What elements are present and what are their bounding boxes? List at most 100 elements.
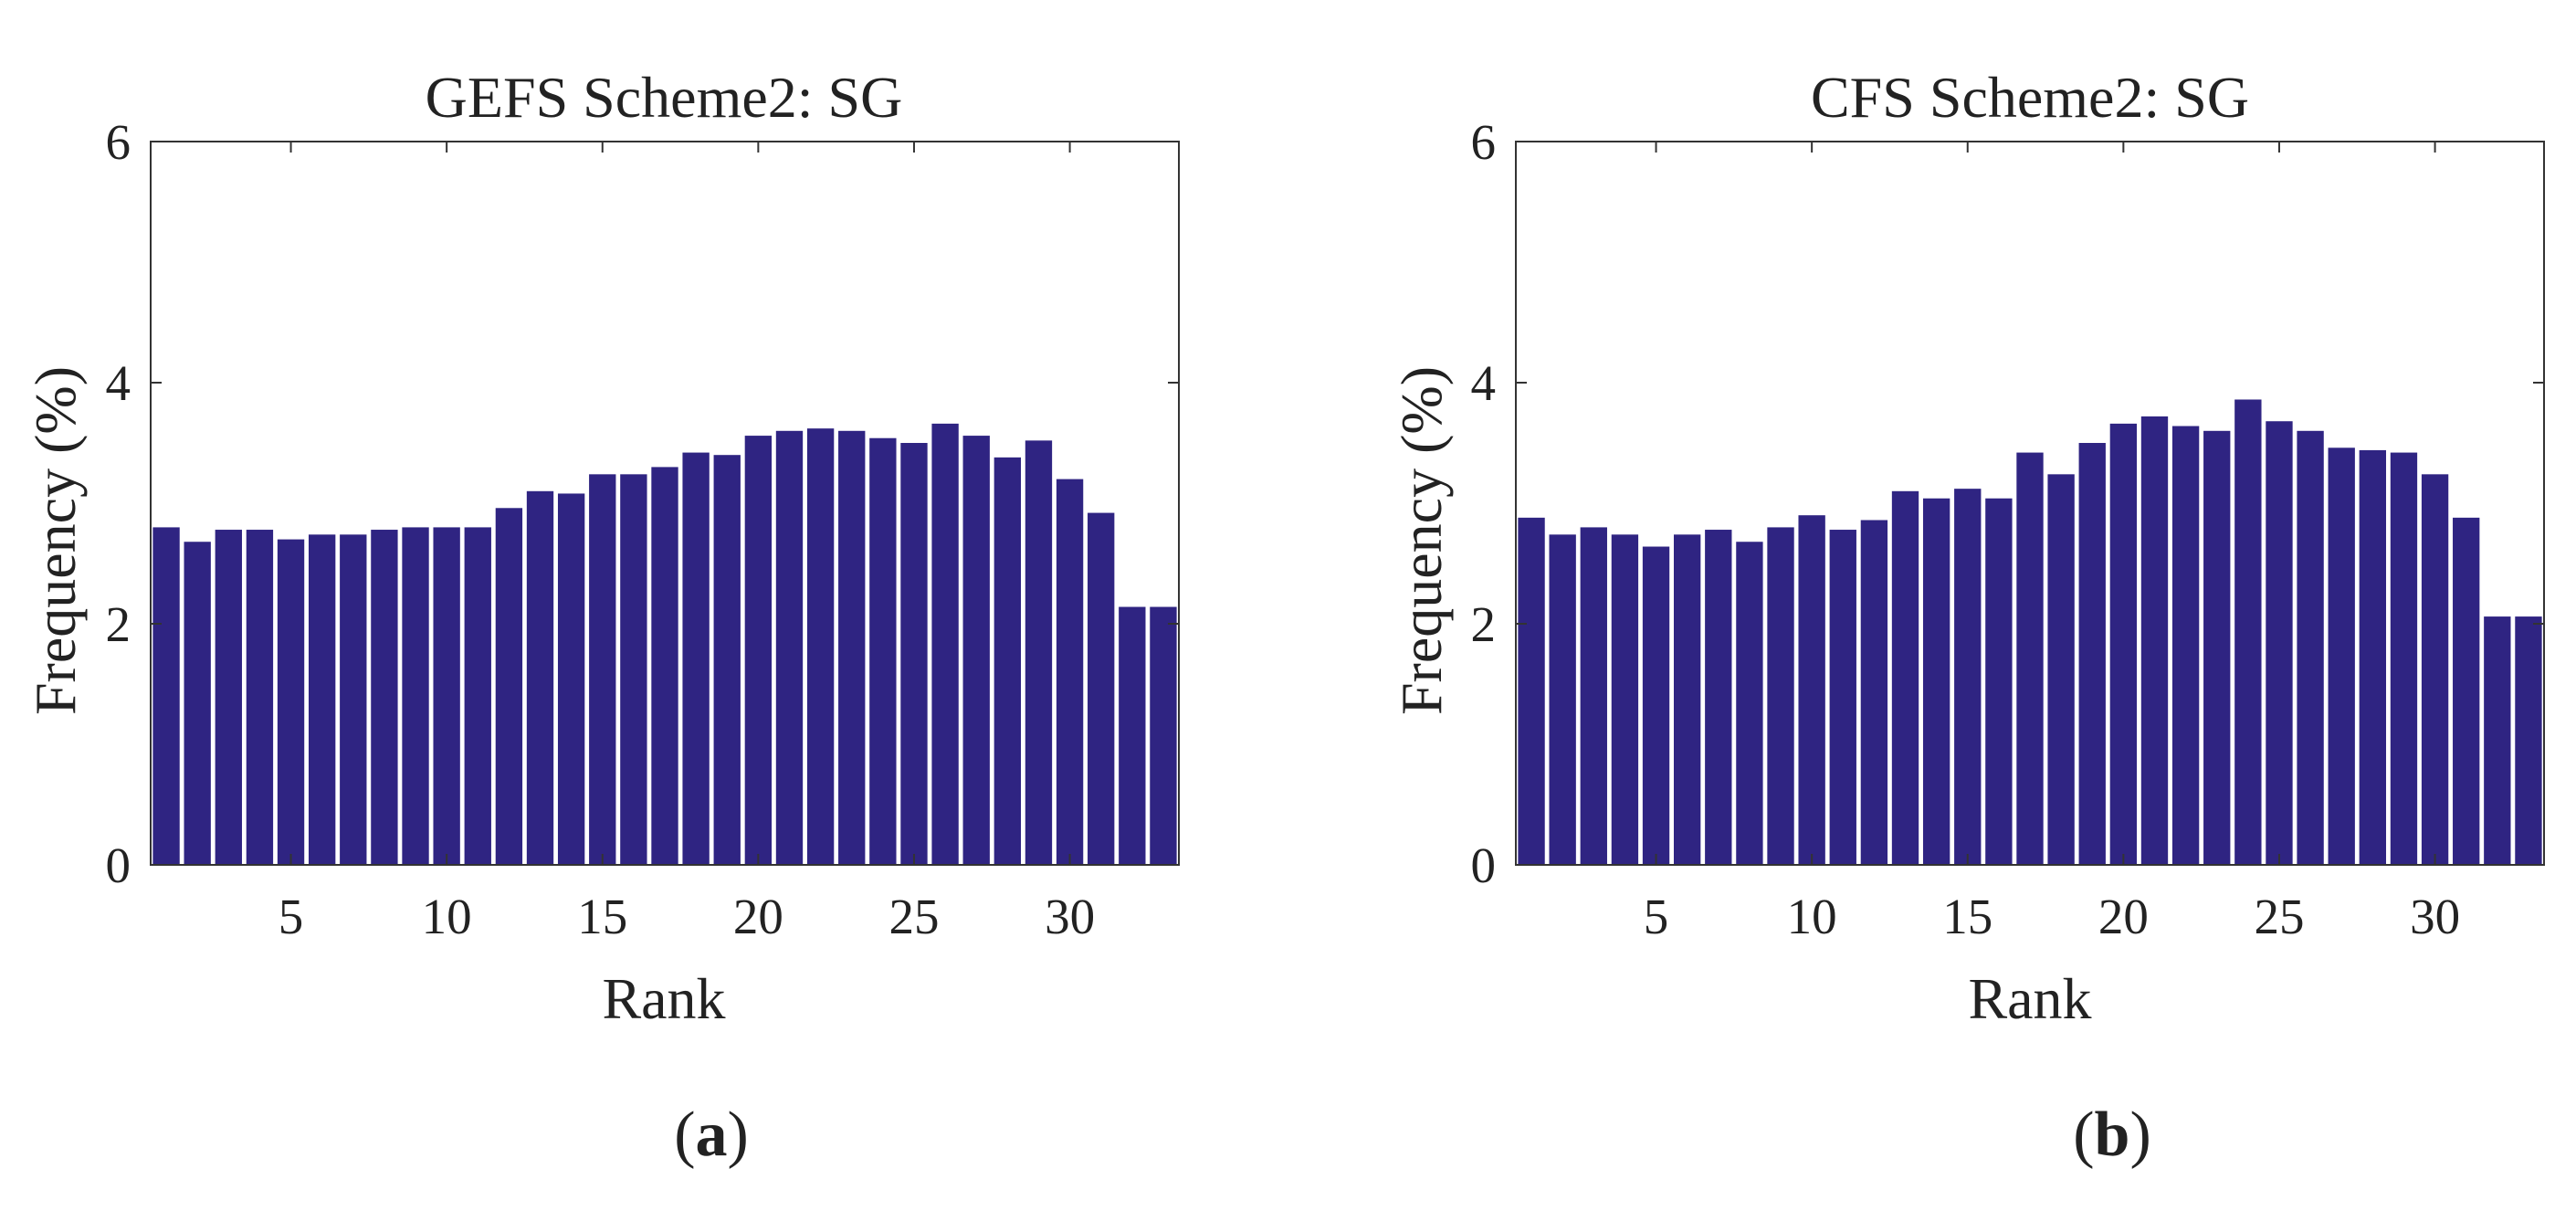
chart-a-xtick-label-25: 25 [888, 889, 939, 944]
chart-a-axes-box [150, 141, 1180, 866]
chart-a-bars [152, 423, 1177, 865]
chart-a-bar-28 [994, 457, 1022, 865]
chart-b-bar-3 [1580, 527, 1607, 865]
chart-a-bar-1 [152, 527, 180, 865]
chart-b-bar-11 [1829, 530, 1856, 865]
chart-a-bar-32 [1119, 606, 1146, 865]
chart-a-ytick-label-4: 4 [106, 355, 131, 411]
chart-b-panel-letter: b [2095, 1100, 2130, 1170]
chart-a-bar-2 [184, 542, 211, 865]
chart-a-bar-16 [620, 474, 647, 865]
chart-a-bar-3 [215, 530, 242, 865]
chart-a-bar-25 [900, 443, 928, 865]
chart-b-xlabel: Rank [1968, 966, 2091, 1031]
chart-b-bar-24 [2234, 399, 2262, 865]
chart-b-bar-25 [2266, 421, 2293, 865]
chart-b-bar-12 [1860, 520, 1888, 865]
chart-b-bar-17 [2016, 452, 2044, 865]
chart-b-bar-33 [2515, 616, 2542, 865]
chart-a-bar-7 [340, 534, 367, 865]
chart-a-bar-8 [371, 530, 398, 865]
chart-b-bar-5 [1642, 546, 1670, 865]
chart-b-panel-open: ( [2073, 1100, 2094, 1170]
chart-a-bar-33 [1150, 606, 1177, 865]
chart-b-xtick-label-15: 15 [1942, 889, 1992, 944]
chart-a-ytick-label-2: 2 [106, 596, 131, 652]
chart-a-xtick-label-30: 30 [1045, 889, 1095, 944]
chart-a-bar-22 [806, 428, 835, 865]
chart-b-ylabel: Frequency (%) [1389, 366, 1454, 715]
chart-b-xtick-label-30: 30 [2410, 889, 2460, 944]
chart-b-bar-7 [1705, 530, 1732, 865]
chart-a-panel-label: (a) [674, 1100, 749, 1170]
chart-a-xtick-label-5: 5 [279, 889, 304, 944]
chart-b-xtick-label-5: 5 [1644, 889, 1669, 944]
chart-b-title: CFS Scheme2: SG [1811, 65, 2249, 130]
chart-a-bar-9 [402, 527, 429, 865]
chart-b-bar-26 [2297, 430, 2324, 865]
chart-b-bar-6 [1673, 534, 1701, 865]
chart-b-ytick-label-6: 6 [1471, 114, 1497, 170]
chart-b-bar-20 [2109, 423, 2138, 865]
chart-b-bars [1518, 399, 2542, 865]
chart-a-xtick-label-15: 15 [577, 889, 627, 944]
chart-a-bar-12 [495, 508, 523, 865]
chart-b-ytick-label-0: 0 [1471, 837, 1497, 893]
chart-a-bar-13 [526, 490, 554, 865]
chart-b-bar-14 [1922, 498, 1950, 865]
chart-a-bar-29 [1025, 440, 1053, 865]
chart-a-ytick-label-6: 6 [106, 114, 131, 170]
chart-a-xtick-label-10: 10 [422, 889, 472, 944]
chart-a-bar-27 [962, 436, 990, 865]
chart-b-ticks: 5 10 15 20 25 30 0 2 4 6 [1471, 114, 2544, 944]
chart-b-xtick-label-20: 20 [2098, 889, 2149, 944]
chart-a-panel-close: ) [728, 1100, 749, 1170]
chart-b-ytick-label-2: 2 [1471, 596, 1497, 652]
chart-a-bar-19 [713, 455, 741, 865]
chart-b-bar-22 [2171, 426, 2200, 865]
chart-a-bar-31 [1088, 512, 1115, 865]
chart-b-bar-28 [2359, 449, 2387, 865]
chart-b-bar-18 [2047, 474, 2075, 865]
chart-panel-b: 5 10 15 20 25 30 0 2 4 6 CFS Scheme2: SG Rank Fre… [1389, 65, 2545, 1170]
chart-b-bar-29 [2390, 452, 2418, 865]
chart-b-bar-30 [2421, 474, 2449, 865]
chart-a-bar-17 [651, 467, 678, 865]
chart-b-ytick-label-4: 4 [1471, 355, 1497, 411]
chart-a-ylabel: Frequency (%) [23, 366, 88, 715]
chart-a-bar-21 [775, 430, 804, 865]
chart-b-bar-15 [1954, 489, 1982, 865]
chart-a-bar-23 [838, 430, 866, 865]
chart-a-bar-11 [464, 527, 491, 865]
chart-panel-a: 5 10 15 20 25 30 0 2 4 6 GEFS Scheme2: SG Rank Fr… [23, 65, 1180, 1170]
chart-b-bar-21 [2140, 416, 2169, 865]
chart-a-panel-letter: a [696, 1100, 728, 1170]
chart-b-axes-box [1515, 141, 2545, 866]
chart-a-xtick-label-20: 20 [733, 889, 783, 944]
chart-b-bar-4 [1611, 534, 1639, 865]
chart-a-xlabel: Rank [602, 966, 725, 1031]
chart-b-bar-2 [1549, 534, 1576, 865]
chart-a-bar-6 [308, 534, 336, 865]
chart-b-bar-10 [1798, 515, 1825, 865]
chart-a-bar-14 [557, 493, 585, 865]
chart-b-bar-32 [2484, 616, 2511, 865]
chart-a-frame [150, 141, 1180, 866]
chart-a-bar-20 [744, 436, 773, 865]
chart-a-bar-4 [246, 530, 274, 865]
chart-a-ticks: 5 10 15 20 25 30 0 2 4 6 [106, 114, 1179, 944]
chart-a-panel-open: ( [674, 1100, 695, 1170]
chart-b-panel-close: ) [2129, 1100, 2150, 1170]
chart-b-panel-label: (b) [2073, 1100, 2151, 1170]
chart-b-bar-13 [1891, 490, 1919, 865]
chart-b-frame [1515, 141, 2545, 866]
chart-a-bar-10 [433, 527, 460, 865]
chart-a-bar-5 [277, 539, 305, 865]
chart-a-title: GEFS Scheme2: SG [426, 65, 903, 130]
chart-b-bar-8 [1736, 542, 1763, 865]
chart-b-xtick-label-10: 10 [1787, 889, 1837, 944]
chart-b-bar-27 [2328, 448, 2355, 865]
chart-a-ytick-label-0: 0 [106, 837, 131, 893]
chart-b-bar-9 [1767, 527, 1794, 865]
